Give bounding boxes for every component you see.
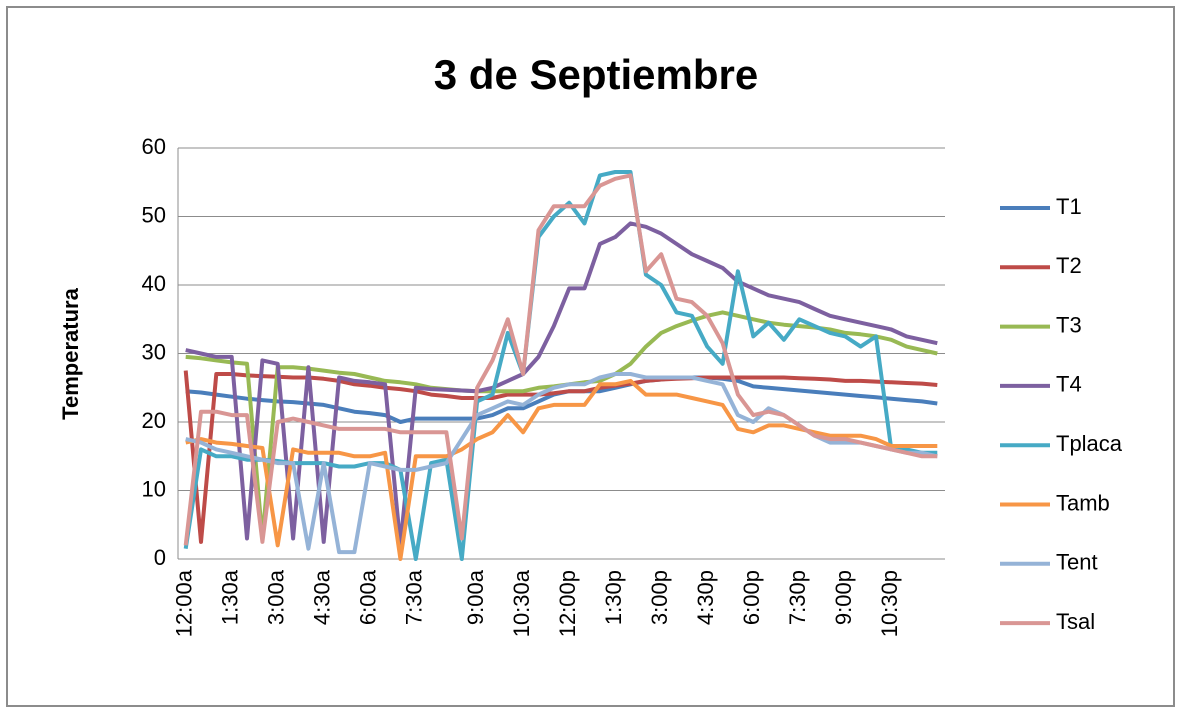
legend-label: Tplaca: [1056, 431, 1123, 456]
y-tick-label: 50: [142, 202, 166, 227]
y-tick-label: 40: [142, 271, 166, 296]
y-tick-label: 60: [142, 134, 166, 159]
legend-label: T3: [1056, 312, 1082, 337]
y-tick-label: 20: [142, 408, 166, 433]
legend-label: Tsal: [1056, 609, 1095, 634]
x-tick-label: 10:30a: [509, 569, 534, 637]
x-tick-label: 12:00a: [171, 569, 196, 637]
legend-label: T4: [1056, 372, 1082, 397]
y-tick-label: 10: [142, 476, 166, 501]
legend-label: T2: [1056, 253, 1082, 278]
x-tick-label: 9:00a: [463, 569, 488, 625]
legend-label: Tent: [1056, 550, 1098, 575]
x-tick-label: 10:30p: [877, 570, 902, 637]
y-axis-label: Temperatura: [58, 287, 83, 419]
x-tick-label: 1:30a: [218, 569, 243, 625]
series-line: [185, 221, 938, 548]
x-tick-label: 4:30p: [693, 570, 718, 625]
legend-label: Tamb: [1056, 490, 1110, 515]
legend-label: T1: [1056, 194, 1082, 219]
x-tick-label: 4:30a: [310, 569, 335, 625]
x-tick-label: 6:00a: [356, 569, 381, 625]
x-tick-label: 3:00a: [264, 569, 289, 625]
chart-title: 3 de Septiembre: [434, 51, 758, 98]
series-line: [183, 173, 938, 546]
y-tick-label: 0: [154, 545, 166, 570]
series-line: [183, 170, 938, 561]
x-tick-label: 9:00p: [831, 570, 856, 625]
x-tick-label: 3:00p: [647, 570, 672, 625]
x-tick-label: 6:00p: [739, 570, 764, 625]
x-tick-label: 1:30p: [601, 570, 626, 625]
y-tick-label: 30: [142, 339, 166, 364]
x-tick-label: 12:00p: [555, 570, 580, 637]
x-tick-label: 7:30p: [785, 570, 810, 625]
x-tick-label: 7:30a: [402, 569, 427, 625]
